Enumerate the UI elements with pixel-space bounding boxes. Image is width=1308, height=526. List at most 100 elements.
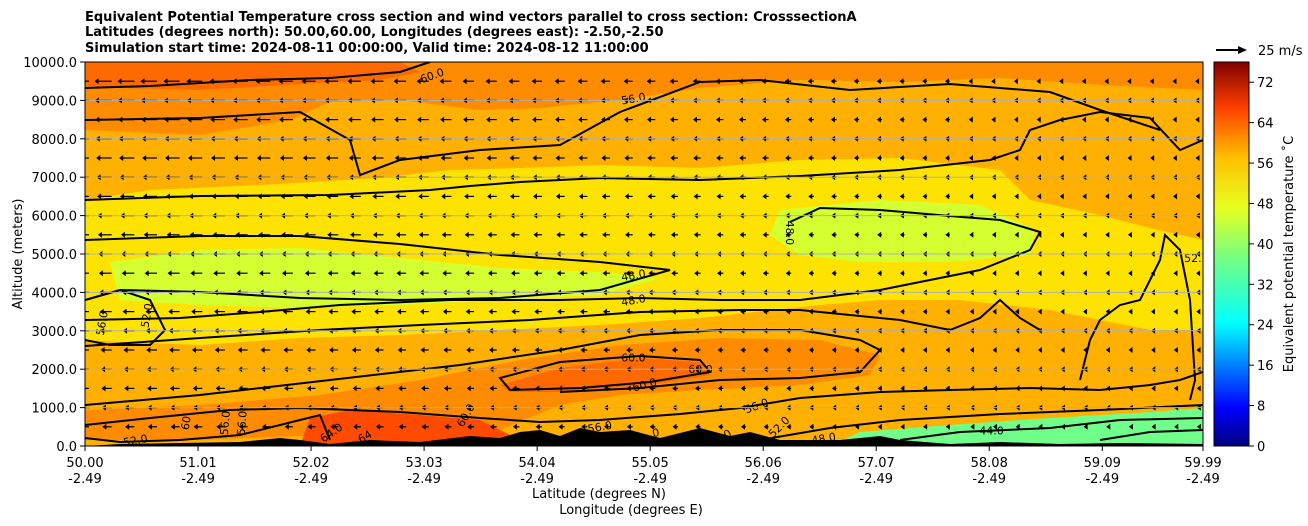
wind-vector [215, 385, 225, 392]
wind-vector [488, 270, 497, 277]
wind-vector [624, 155, 633, 161]
wind-vector [922, 193, 928, 200]
wind-vector [1037, 347, 1042, 353]
wind-vector [1059, 116, 1064, 123]
y-axis-ticks: 0.0 1000.0 2000.0 3000.0 4000.0 5000.0 6000.0 7… [23, 56, 85, 455]
wind-vector [785, 308, 792, 315]
wind-vector [786, 423, 792, 430]
wind-vector [1082, 270, 1087, 277]
wind-vector [1149, 78, 1154, 85]
wind-vector [1083, 347, 1088, 353]
wind-vector [1104, 116, 1109, 123]
x-tick-label-lon: -2.49 [1186, 472, 1220, 487]
wind-vector [672, 385, 678, 392]
wind-vector [922, 116, 928, 123]
wind-vector [214, 308, 225, 315]
wind-vector [1196, 308, 1201, 315]
colorbar-tick-label: 24 [1257, 319, 1274, 334]
theta-e-field-lower-hot [500, 358, 710, 392]
wind-vector [417, 155, 429, 161]
wind-vector [670, 155, 678, 161]
wind-vector [441, 231, 452, 238]
wind-vector [535, 385, 543, 392]
wind-vector [877, 347, 882, 353]
wind-vector [508, 78, 520, 85]
wind-vector [1014, 270, 1019, 277]
contour-label-text: 0 [651, 426, 660, 440]
wind-vector [1173, 308, 1178, 315]
contour-line-56-top [85, 78, 1161, 177]
wind-vector [1128, 308, 1133, 315]
x-axis-ticks: 50.00-2.4951.01-2.4952.02-2.4953.03-2.49… [66, 446, 1222, 487]
wind-vector [716, 231, 724, 238]
wind-vector [282, 270, 293, 277]
contour-label-text: 60.0 [621, 352, 646, 365]
wind-vector [1105, 308, 1110, 315]
wind-vector [785, 231, 792, 238]
wind-vector [262, 423, 271, 430]
wind-vector [260, 347, 271, 353]
wind-vector [784, 116, 792, 123]
contour-label: 52.0 [139, 302, 156, 328]
x-tick-label-lon: -2.49 [972, 472, 1006, 487]
wind-vector [141, 116, 157, 123]
wind-vector [945, 155, 950, 161]
wind-vector [440, 155, 452, 161]
wind-vector [463, 116, 475, 123]
quiver-key-label: 25 m/s [1258, 44, 1303, 59]
wind-vector [877, 193, 882, 200]
wind-vector [302, 116, 316, 123]
wind-vector [123, 347, 135, 353]
wind-vector [578, 155, 588, 161]
wind-vector [393, 78, 407, 85]
wind-vector [485, 78, 497, 85]
wind-vector [579, 270, 588, 277]
wind-vector [577, 78, 588, 85]
wind-vector [740, 423, 746, 430]
wind-vector [969, 270, 974, 277]
wind-vector [648, 270, 656, 277]
colorbar-tick-label: 64 [1257, 117, 1274, 132]
wind-vector [190, 270, 203, 277]
wind-vector [168, 308, 180, 315]
wind-vector [623, 78, 633, 85]
wind-vector [394, 116, 407, 123]
wind-vector [256, 116, 271, 123]
wind-vector [467, 423, 475, 430]
wind-vector [1127, 116, 1132, 123]
wind-vector [462, 78, 475, 85]
wind-vector [532, 155, 543, 161]
colorbar-tick-label: 8 [1257, 400, 1265, 415]
wind-vector [306, 347, 316, 353]
contour-label-text: 56.0 [235, 410, 250, 436]
contour-label-text: 48.0 [811, 430, 837, 447]
x-tick-label-lon: -2.49 [181, 472, 215, 487]
contour-label-text: 2.0 [712, 427, 734, 447]
wind-vector [304, 231, 316, 238]
wind-vector [99, 308, 112, 315]
chart-title-line-2: Latitudes (degrees north): 50.00,60.00, … [85, 25, 664, 40]
x-tick-label-lon: -2.49 [520, 472, 554, 487]
wind-vector [487, 193, 497, 200]
wind-vector [532, 193, 543, 200]
wind-vector [122, 308, 135, 315]
wind-vector [85, 80, 89, 82]
wind-vector [418, 231, 429, 238]
wind-vector [602, 270, 611, 277]
wind-vector [647, 116, 656, 123]
contour-line-60-lower [85, 329, 882, 406]
wind-vector [1195, 231, 1200, 238]
wind-vector [442, 270, 452, 277]
wind-vector [716, 193, 724, 200]
wind-vector [922, 155, 928, 161]
wind-vector [854, 155, 860, 161]
wind-vector [120, 231, 135, 238]
contour-label: 56.0 [218, 410, 233, 436]
wind-vector [945, 193, 950, 200]
wind-vector [85, 272, 89, 274]
wind-vector [900, 423, 905, 430]
contour-line-left-loop [85, 288, 167, 346]
wind-vector [398, 385, 407, 392]
wind-vector [1082, 116, 1087, 123]
